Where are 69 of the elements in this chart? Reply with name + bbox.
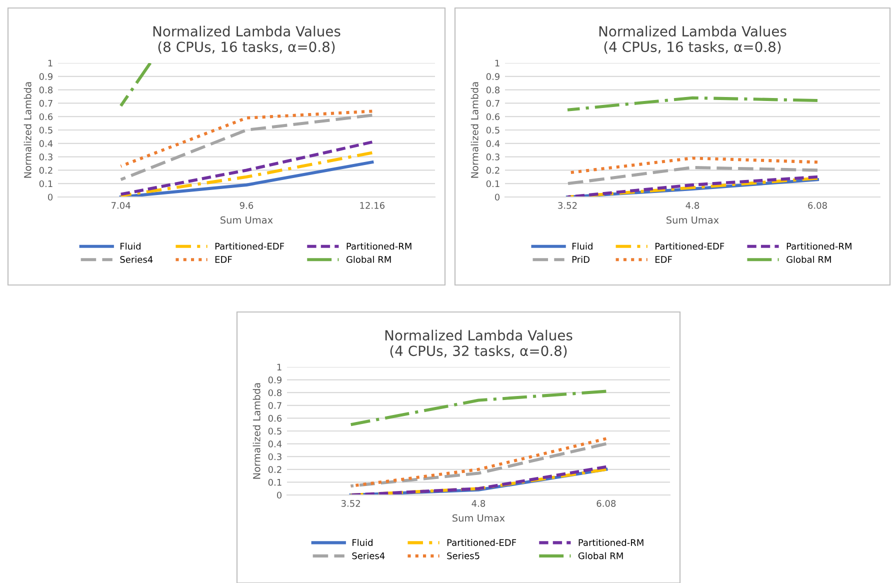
y-tick-label: 0.3 <box>486 154 500 160</box>
y-axis-title: Normalized Lambda <box>252 383 260 479</box>
y-tick-label: 0.1 <box>39 180 52 188</box>
y-tick-label: 0.9 <box>268 376 282 384</box>
y-tick-label: 1 <box>277 364 282 370</box>
x-tick-label: 12.16 <box>360 202 385 209</box>
chart-title: Normalized Lambda Values (4 CPUs, 32 tasks, α=0.8) <box>385 330 572 358</box>
y-tick-label: 0.4 <box>268 440 282 448</box>
x-tick-label: 6.08 <box>596 500 616 507</box>
legend-label: EDF <box>215 256 232 263</box>
y-tick-label: 0.7 <box>268 402 282 409</box>
x-tick-label: 4.8 <box>686 202 700 209</box>
legend-label: Partitioned-EDF <box>215 242 284 250</box>
y-tick-label: 0.4 <box>39 140 53 147</box>
legend-label: Fluid <box>120 242 140 250</box>
x-tick-label: 9.6 <box>240 202 254 209</box>
x-axis-title: Sum Umax <box>666 216 719 224</box>
legend-label: Fluid <box>572 242 592 250</box>
y-tick-label: 0.1 <box>486 180 500 188</box>
legend-label: Fluid <box>352 538 372 546</box>
legend-label: Partitioned-RM <box>578 538 644 546</box>
chart-title: Normalized Lambda Values (4 CPUs, 16 tasks, α=0.8) <box>599 26 786 54</box>
y-tick-label: 0.5 <box>268 428 282 435</box>
y-axis-title: Normalized Lambda <box>24 82 32 178</box>
y-tick-label: 0.6 <box>268 414 282 422</box>
legend-label: Global RM <box>346 256 391 263</box>
legend-label: Series5 <box>447 552 480 560</box>
y-tick-label: 0.8 <box>486 86 500 94</box>
y-tick-label: 0.8 <box>39 86 53 94</box>
y-tick-label: 0.7 <box>486 100 500 107</box>
legend-label: Partitioned-EDF <box>656 242 724 250</box>
y-tick-label: 0 <box>276 492 282 499</box>
x-tick-label: 6.08 <box>808 202 827 209</box>
x-tick-label: 7.04 <box>112 202 130 209</box>
x-tick-label: 3.52 <box>558 202 577 209</box>
y-tick-label: 0.2 <box>268 466 282 473</box>
legend-label: PriD <box>572 256 590 263</box>
legend-label: Series4 <box>120 256 153 263</box>
y-tick-label: 0.4 <box>486 140 500 147</box>
y-tick-label: 0.6 <box>486 113 500 120</box>
y-tick-label: 1 <box>48 60 52 66</box>
x-tick-label: 4.8 <box>472 500 486 507</box>
y-tick-label: 0.9 <box>39 73 53 80</box>
y-tick-label: 1 <box>495 60 500 66</box>
y-tick-label: 0.9 <box>486 73 500 80</box>
y-tick-label: 0.7 <box>39 100 52 107</box>
x-axis-title: Sum Umax <box>220 216 273 224</box>
y-tick-label: 0.3 <box>268 453 282 460</box>
legend-label: EDF <box>656 256 672 263</box>
y-tick-label: 0.1 <box>268 478 282 486</box>
y-tick-label: 0.2 <box>486 166 500 174</box>
chart-title: Normalized Lambda Values (8 CPUs, 16 tasks, α=0.8) <box>153 26 340 54</box>
y-tick-label: 0.2 <box>39 166 52 174</box>
x-tick-label: 3.52 <box>341 500 360 507</box>
legend-label: Global RM <box>578 552 623 560</box>
legend-label: Partitioned-RM <box>786 242 852 250</box>
y-tick-label: 0 <box>48 194 53 201</box>
y-tick-label: 0.5 <box>486 126 500 134</box>
y-tick-label: 0.6 <box>39 113 53 120</box>
legend-label: Series4 <box>352 552 385 560</box>
legend-label: Partitioned-EDF <box>447 538 516 546</box>
y-axis-title: Normalized Lambda <box>470 82 478 178</box>
y-tick-label: 0 <box>494 194 500 201</box>
y-tick-label: 0.3 <box>39 154 52 160</box>
y-tick-label: 0.5 <box>39 126 52 134</box>
x-axis-title: Sum Umax <box>452 514 505 522</box>
legend-label: Partitioned-RM <box>346 242 412 250</box>
y-tick-label: 0.8 <box>268 389 282 396</box>
legend-label: Global RM <box>786 256 831 263</box>
